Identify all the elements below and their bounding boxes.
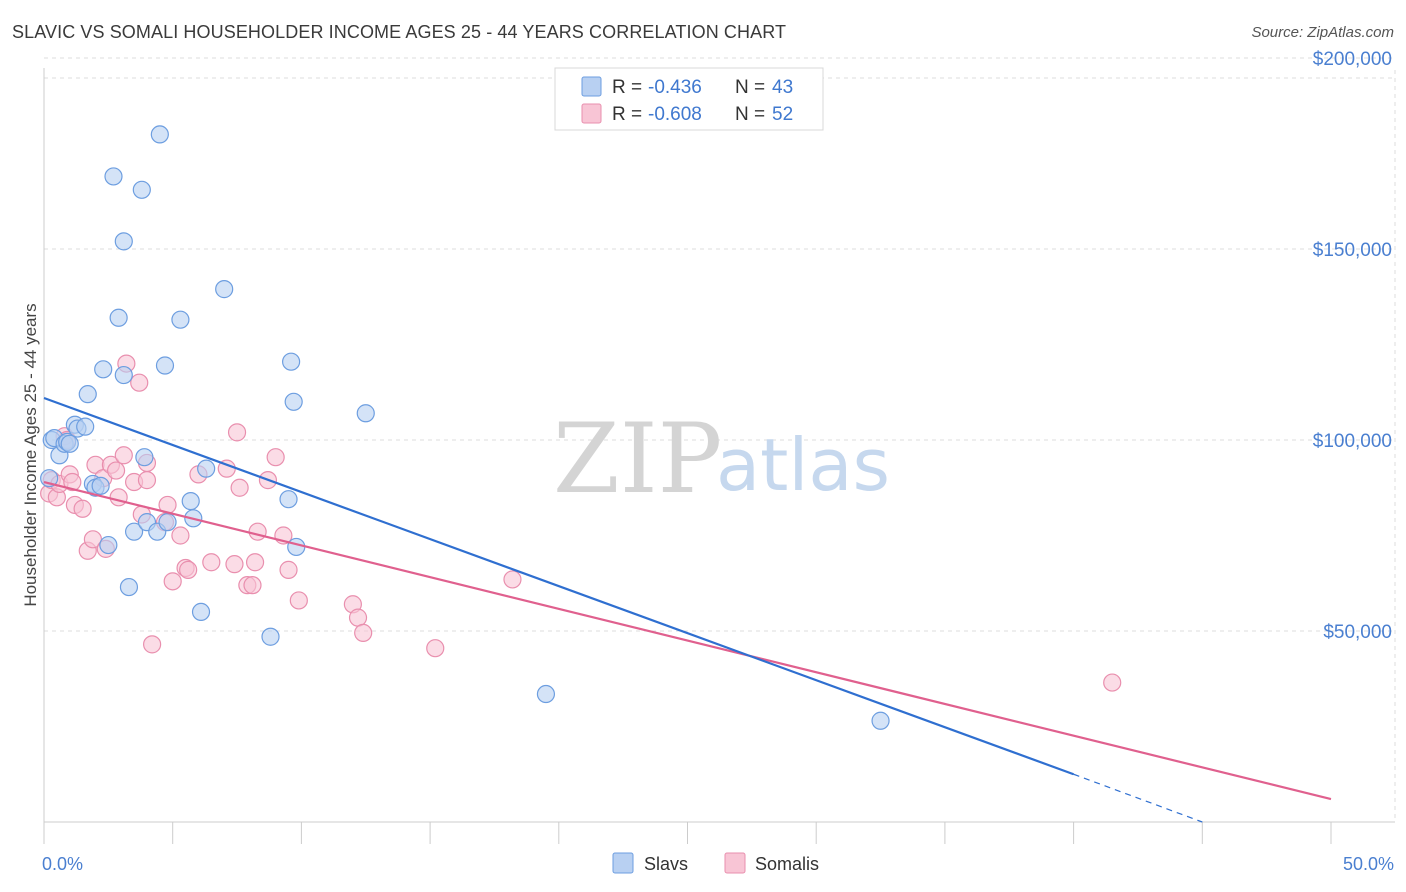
somalis-point [503, 570, 522, 589]
x-tick-label: 50.0% [1343, 854, 1394, 874]
somalis-point [163, 572, 182, 591]
somalis-point [248, 522, 267, 541]
somalis-point [243, 576, 262, 595]
slavs-point [91, 476, 110, 495]
bottom-legend-slavs: Slavs [644, 854, 688, 874]
slavs-point [124, 522, 144, 541]
slavs-point [261, 627, 280, 646]
legend-r-label: R = [612, 104, 642, 125]
bottom-legend: Slavs Somalis [612, 852, 819, 874]
legend-n-label: N = [735, 104, 765, 125]
slavs-trend-line [43, 396, 1074, 776]
somalis-point [73, 499, 92, 518]
slavs-point [536, 684, 556, 704]
somalis-point [202, 553, 221, 572]
legend-swatch-slavs [581, 76, 602, 97]
slavs-point [109, 308, 128, 327]
y-axis-label: Householder Income Ages 25 - 44 years [21, 303, 40, 606]
somalis-point [179, 560, 198, 579]
legend-n-label: N = [735, 77, 765, 98]
somalis-point [348, 608, 368, 627]
slavs-point [155, 356, 175, 375]
legend-r-label: R = [612, 77, 642, 98]
watermark: ZIP atlas [553, 403, 890, 515]
bottom-legend-somalis: Somalis [755, 854, 819, 874]
y-tick-label: $100,000 [1313, 431, 1392, 452]
slavs-point [76, 417, 95, 436]
somalis-point [130, 373, 149, 392]
somalis-point [230, 478, 249, 497]
y-tick-label: $200,000 [1313, 49, 1392, 70]
slavs-point [871, 711, 890, 730]
slavs-trend-extension [1073, 773, 1203, 823]
slavs-point [99, 535, 118, 555]
slavs-point [191, 602, 211, 622]
y-tick-labels: $50,000 $100,000 $150,000 $200,000 [1313, 49, 1392, 643]
slavs-point [104, 167, 123, 186]
somalis-point [227, 423, 247, 442]
slavs-point [356, 404, 375, 423]
legend-box: R = -0.436 N = 43 R = -0.608 N = 52 [554, 67, 824, 131]
somalis-point [266, 448, 285, 467]
trend-lines [43, 396, 1332, 823]
slavs-point [119, 577, 139, 597]
bottom-legend-swatch-slavs [612, 852, 634, 874]
somalis-point [63, 472, 82, 492]
somalis-point [114, 446, 133, 465]
slavs-point [215, 280, 234, 299]
slavs-point [114, 232, 133, 251]
watermark-atlas: atlas [716, 423, 890, 507]
chart-title: SLAVIC VS SOMALI HOUSEHOLDER INCOME AGES… [12, 22, 787, 42]
slavs-point [158, 513, 177, 532]
legend-n-value: 52 [772, 104, 793, 125]
somalis-point [171, 526, 190, 545]
slavs-point [282, 352, 301, 371]
bottom-legend-swatch-somalis [724, 852, 746, 874]
slavs-point [94, 360, 113, 379]
somalis-point [109, 488, 128, 507]
slavs-point [284, 392, 303, 411]
somalis-point [225, 555, 244, 574]
axes [43, 68, 1395, 844]
slavs-point [78, 385, 97, 404]
legend-r-value: -0.436 [648, 77, 702, 98]
slavs-point [135, 448, 154, 467]
slavs-point [171, 310, 190, 329]
somalis-point [143, 635, 162, 654]
slavs-point [132, 180, 151, 199]
somalis-point [279, 560, 298, 579]
watermark-zip: ZIP [553, 403, 722, 515]
slavs-point [150, 125, 169, 144]
somalis-point [289, 591, 308, 610]
somalis-point [137, 471, 157, 490]
somalis-trend-line [43, 480, 1332, 801]
somalis-point [245, 553, 265, 572]
slavs-points [40, 125, 890, 730]
slavs-point [279, 490, 298, 509]
legend-r-value: -0.608 [648, 104, 702, 125]
slavs-point [114, 365, 133, 385]
y-tick-label: $150,000 [1313, 240, 1392, 261]
legend-n-value: 43 [772, 77, 793, 98]
x-tick-label: 0.0% [42, 854, 83, 874]
slavs-point [181, 492, 200, 511]
somalis-point [106, 461, 126, 480]
somalis-point [426, 639, 445, 658]
slavs-point [287, 537, 306, 557]
slavs-point [60, 434, 79, 453]
somalis-point [1103, 673, 1122, 692]
x-tick-labels: 0.0% 50.0% [42, 854, 1394, 874]
somalis-point [354, 623, 373, 643]
y-tick-label: $50,000 [1323, 622, 1392, 643]
legend-swatch-somalis [581, 103, 602, 124]
chart-source: Source: ZipAtlas.com [1251, 24, 1394, 41]
slavs-point [197, 459, 216, 478]
